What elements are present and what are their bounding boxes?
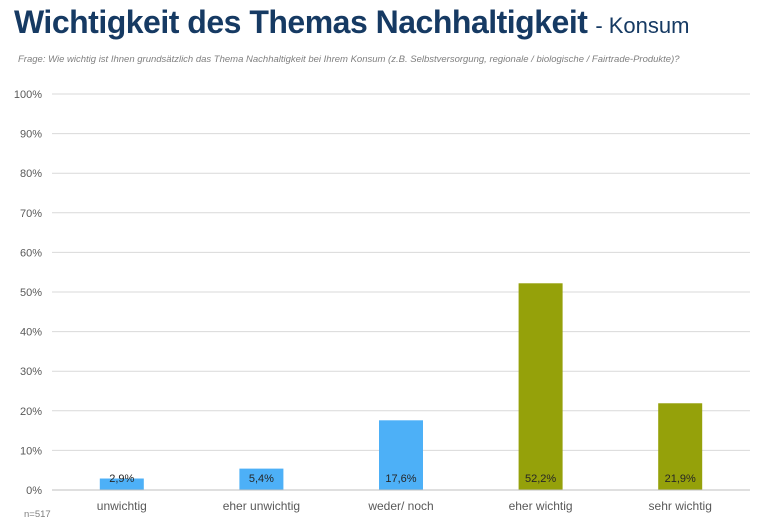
- survey-question: Frage: Wie wichtig ist Ihnen grundsätzli…: [18, 54, 680, 65]
- bar: [518, 283, 563, 490]
- bar: [99, 478, 144, 490]
- y-tick-label: 90%: [20, 129, 42, 141]
- sample-size-note: n=517: [24, 509, 51, 520]
- x-tick-label: eher unwichtig: [223, 499, 300, 513]
- bar: [658, 403, 703, 490]
- data-label: 2,9%: [109, 473, 134, 485]
- bar: [239, 468, 284, 490]
- y-tick-label: 10%: [20, 445, 42, 457]
- y-tick-label: 30%: [20, 366, 42, 378]
- chart-subtitle: Konsum: [608, 13, 690, 38]
- x-tick-label: unwichtig: [97, 499, 147, 513]
- x-tick-label: eher wichtig: [509, 499, 573, 513]
- data-label: 5,4%: [249, 473, 274, 485]
- chart-title: Wichtigkeit des Themas Nachhaltigkeit: [14, 4, 588, 40]
- y-tick-label: 70%: [20, 208, 42, 220]
- y-tick-label: 80%: [20, 168, 42, 180]
- data-label: 17,6%: [385, 473, 416, 485]
- y-tick-label: 60%: [20, 247, 42, 259]
- y-tick-label: 20%: [20, 406, 42, 418]
- y-tick-label: 50%: [20, 287, 42, 299]
- x-tick-label: sehr wichtig: [649, 499, 712, 513]
- y-tick-label: 100%: [14, 89, 42, 101]
- y-tick-label: 40%: [20, 327, 42, 339]
- x-tick-label: weder/ noch: [367, 499, 433, 513]
- chart-title-row: Wichtigkeit des Themas Nachhaltigkeit - Ko…: [14, 4, 689, 41]
- data-label: 52,2%: [525, 473, 556, 485]
- data-label: 21,9%: [665, 473, 696, 485]
- title-separator: -: [595, 13, 603, 38]
- y-tick-label: 0%: [26, 485, 42, 497]
- bar: [379, 420, 423, 490]
